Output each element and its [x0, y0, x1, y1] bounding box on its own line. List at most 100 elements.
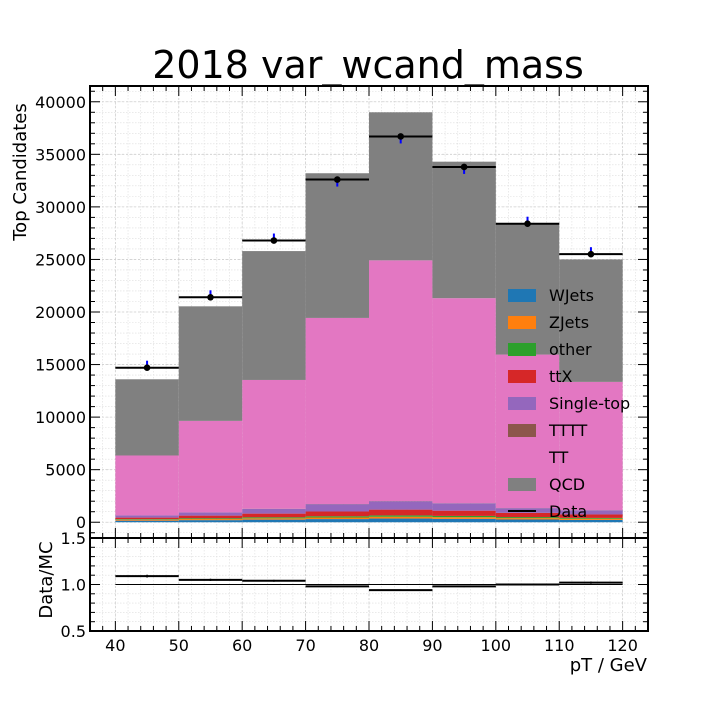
y-tick-label: 10000: [35, 408, 86, 427]
legend-swatch: [508, 343, 536, 356]
data-point: [524, 220, 531, 228]
histogram-bar: [305, 517, 369, 520]
legend-label: Single-top: [549, 394, 630, 413]
series-tt: [115, 260, 623, 516]
chart-title: 2018 var_wcand_mass: [152, 43, 584, 87]
histogram-bar: [178, 515, 243, 519]
histogram-bar: [495, 517, 560, 519]
histogram-bar: [115, 520, 179, 523]
y-tick-label: 40000: [35, 93, 86, 112]
histogram-bar: [178, 520, 243, 523]
legend-swatch: [508, 289, 536, 302]
ratio-tick-label: 0.5: [61, 622, 86, 641]
legend-label: Data: [549, 502, 587, 521]
histogram-bar: [559, 517, 623, 519]
legend-swatch: [508, 397, 536, 410]
histogram-bar: [432, 510, 496, 516]
y-tick-label: 20000: [35, 303, 86, 322]
histogram-bar: [178, 519, 243, 521]
legend-swatch: [508, 478, 536, 491]
histogram-bar: [242, 519, 306, 523]
tick-marks: [89, 86, 649, 632]
histogram-bar: [559, 519, 623, 523]
ratio-points: [115, 574, 623, 592]
legend-swatch: [508, 424, 536, 437]
histogram-bar: [305, 511, 369, 517]
data-point: [143, 364, 151, 372]
tick-labels: 0 5000 10000 15000 20000 25000 30000 35000 40000…: [35, 93, 638, 655]
y-axis-label: Top Candidates: [10, 103, 31, 242]
histogram-bar: [369, 518, 433, 523]
x-tick-label: 110: [544, 636, 575, 655]
histogram-bar: [242, 517, 306, 519]
x-tick-label: 100: [481, 636, 512, 655]
histogram-bar: [115, 379, 179, 456]
histogram-bar: [115, 519, 179, 521]
y-tick-label: 35000: [35, 145, 86, 164]
histogram-bar: [495, 519, 560, 523]
histogram-bar: [242, 251, 306, 380]
histogram-bar: [115, 517, 179, 520]
legend: WJetsZJetsotherttXSingle-topTTTTTTQCDDat…: [508, 286, 630, 521]
data-point: [397, 133, 405, 140]
histogram-bar: [305, 519, 369, 523]
legend-swatch: [508, 316, 536, 329]
series-zjets: [115, 516, 623, 521]
legend-label: QCD: [549, 475, 585, 494]
legend-label: ZJets: [549, 313, 589, 332]
legend-label: other: [549, 340, 592, 359]
histogram-bar: [559, 381, 623, 511]
histogram-bar: [178, 306, 243, 421]
x-tick-label: 120: [607, 636, 638, 655]
legend-label: WJets: [549, 286, 594, 305]
legend-item: Data: [508, 502, 587, 521]
histogram-bar: [305, 173, 369, 318]
histogram-bar: [432, 518, 496, 523]
data-point: [270, 237, 278, 244]
y-tick-label: 0: [76, 513, 86, 532]
legend-item: TT: [508, 448, 568, 467]
histogram-bar: [115, 519, 179, 520]
stacked-histogram: [115, 112, 623, 523]
legend-label: TT: [548, 448, 568, 467]
x-tick-label: 40: [105, 636, 125, 655]
histogram-bar: [559, 510, 623, 515]
data-point: [207, 293, 214, 301]
histogram-bar: [432, 298, 496, 504]
histogram-bar: [369, 260, 433, 502]
legend-item: ZJets: [508, 313, 589, 332]
histogram-bar: [495, 512, 560, 518]
histogram-bar: [369, 515, 433, 517]
histogram-bar: [305, 317, 369, 504]
histogram-bar: [369, 516, 433, 519]
histogram-bar: [242, 379, 306, 509]
legend-label: TTTT: [548, 421, 587, 440]
data-point: [587, 250, 595, 258]
histogram-bar: [242, 513, 306, 518]
legend-item: WJets: [508, 286, 594, 305]
y-tick-label: 15000: [35, 356, 86, 375]
y-tick-label: 5000: [45, 461, 86, 480]
y-tick-label: 30000: [35, 198, 86, 217]
legend-label: ttX: [549, 367, 573, 386]
legend-swatch: [508, 451, 536, 464]
histogram-bar: [242, 518, 306, 520]
legend-item: TTTT: [508, 421, 587, 440]
histogram-bar: [178, 420, 243, 513]
x-tick-label: 50: [169, 636, 189, 655]
legend-item: ttX: [508, 367, 573, 386]
histogram-bar: [559, 259, 623, 382]
ratio-tick-label: 1.0: [61, 576, 86, 595]
data-point: [333, 176, 341, 183]
ratio-axis-label: Data/MC: [36, 541, 57, 618]
histogram-bar: [369, 509, 433, 516]
histogram-bar: [432, 517, 496, 519]
legend-item: other: [508, 340, 592, 359]
histogram-bar: [495, 518, 560, 520]
histogram-bar: [305, 504, 369, 512]
series-tttt: [115, 501, 623, 516]
histogram-bar: [559, 514, 623, 518]
y-tick-label: 25000: [35, 250, 86, 269]
